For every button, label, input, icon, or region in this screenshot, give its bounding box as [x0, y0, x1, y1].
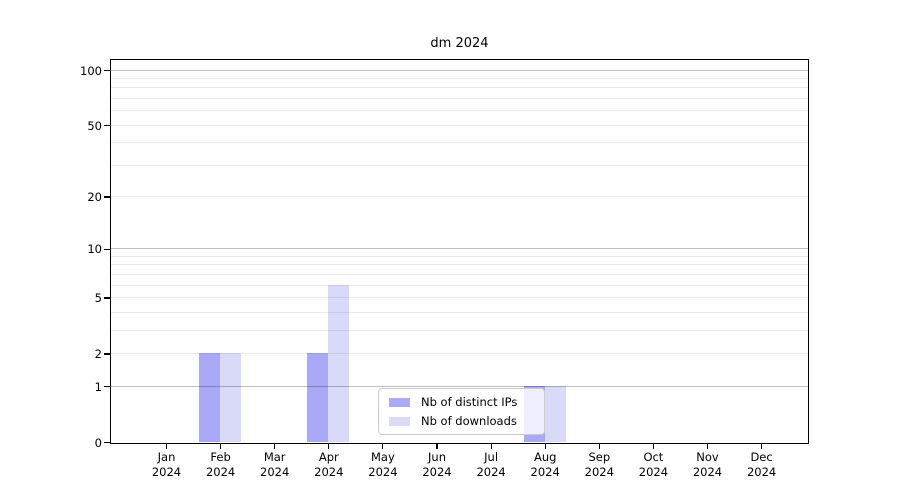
- gridline-minor-90: [111, 77, 808, 79]
- x-tick-label-mar: Mar 2024: [243, 450, 307, 479]
- legend-label-distinct-ips: Nb of distinct IPs: [421, 395, 518, 409]
- legend-item-distinct-ips: Nb of distinct IPs: [389, 395, 535, 409]
- x-tick-label-nov: Nov 2024: [676, 450, 740, 479]
- x-tick-label-feb: Feb 2024: [189, 450, 253, 479]
- x-tick-mark-apr: [328, 444, 330, 449]
- bar-feb-distinct-ips: [199, 353, 221, 442]
- x-tick-month: Oct: [643, 450, 664, 464]
- y-tick-label-1: 1: [94, 379, 102, 394]
- x-tick-year: 2024: [205, 464, 236, 479]
- gridline-minor-4: [111, 311, 808, 313]
- x-tick-year: 2024: [422, 464, 452, 479]
- bar-aug-downloads: [544, 386, 566, 442]
- y-tick-mark-2: [104, 353, 110, 355]
- x-tick-label-jan: Jan 2024: [135, 450, 199, 479]
- x-tick-year: 2024: [260, 464, 290, 479]
- bar-feb-downloads: [220, 353, 242, 442]
- x-tick-label-sep: Sep 2024: [567, 450, 631, 479]
- gridline-minor-7: [111, 273, 808, 275]
- x-tick-month: Jan: [157, 450, 176, 464]
- x-tick-label-dec: Dec 2024: [730, 450, 794, 479]
- y-tick-label-2: 2: [94, 346, 102, 361]
- chart-title: dm 2024: [430, 36, 489, 51]
- x-tick-mark-sep: [598, 444, 600, 449]
- y-tick-mark-20: [104, 196, 110, 198]
- x-tick-year: 2024: [476, 464, 506, 479]
- gridline-minor-60: [111, 110, 808, 112]
- y-tick-mark-1: [104, 386, 110, 388]
- legend: Nb of distinct IPs Nb of downloads: [378, 388, 545, 435]
- gridline-minor-20: [111, 196, 808, 198]
- gridline-major-10: [111, 248, 808, 250]
- x-tick-month: Dec: [750, 450, 773, 464]
- x-tick-mark-may: [382, 444, 384, 449]
- x-tick-year: 2024: [584, 464, 614, 479]
- gridline-major-100: [111, 69, 808, 71]
- x-tick-mark-feb: [220, 444, 222, 449]
- gridline-minor-8: [111, 264, 808, 266]
- legend-swatch-downloads: [389, 416, 410, 426]
- x-tick-month: Mar: [263, 450, 286, 464]
- x-tick-year: 2024: [692, 464, 723, 479]
- gridline-minor-80: [111, 87, 808, 89]
- y-tick-label-10: 10: [87, 242, 102, 257]
- gridline-minor-30: [111, 164, 808, 166]
- x-tick-month: Feb: [210, 450, 231, 464]
- y-tick-label-100: 100: [80, 63, 102, 78]
- legend-label-downloads: Nb of downloads: [421, 414, 517, 428]
- x-tick-label-aug: Aug 2024: [513, 450, 577, 479]
- y-tick-mark-5: [104, 297, 110, 299]
- gridline-minor-50: [111, 124, 808, 126]
- x-tick-mark-aug: [544, 444, 546, 449]
- x-tick-month: Jun: [428, 450, 446, 464]
- plot-area: [110, 59, 809, 444]
- gridline-minor-40: [111, 142, 808, 144]
- x-tick-year: 2024: [638, 464, 669, 479]
- y-tick-label-50: 50: [87, 118, 102, 133]
- x-tick-year: 2024: [368, 464, 398, 479]
- gridline-minor-70: [111, 97, 808, 99]
- bar-apr-downloads: [328, 285, 350, 442]
- x-tick-year: 2024: [314, 464, 344, 479]
- x-tick-label-oct: Oct 2024: [621, 450, 685, 479]
- legend-swatch-distinct-ips: [389, 397, 410, 407]
- gridline-minor-6: [111, 284, 808, 286]
- gridline-minor-5: [111, 297, 808, 299]
- x-tick-mark-dec: [761, 444, 763, 449]
- bar-apr-distinct-ips: [307, 353, 329, 442]
- gridline-major-1: [111, 385, 808, 387]
- x-tick-month: Aug: [533, 450, 557, 464]
- x-tick-year: 2024: [530, 464, 560, 479]
- x-tick-mark-nov: [706, 444, 709, 449]
- x-tick-mark-jan: [165, 444, 168, 449]
- y-tick-label-20: 20: [87, 190, 102, 205]
- x-tick-month: Nov: [696, 450, 719, 464]
- x-tick-year: 2024: [151, 464, 182, 479]
- x-tick-label-may: May 2024: [351, 450, 415, 479]
- y-tick-mark-100: [104, 69, 110, 72]
- x-tick-year: 2024: [746, 464, 777, 479]
- x-tick-label-jun: Jun 2024: [405, 450, 469, 479]
- y-tick-mark-10: [104, 248, 110, 250]
- y-tick-label-0: 0: [94, 435, 102, 450]
- x-tick-mark-mar: [274, 444, 276, 449]
- x-tick-month: May: [371, 450, 395, 464]
- x-tick-month: Apr: [318, 450, 339, 464]
- y-tick-mark-50: [104, 124, 110, 127]
- x-tick-label-jul: Jul 2024: [459, 450, 523, 479]
- x-tick-mark-jul: [490, 444, 492, 449]
- gridline-minor-3: [111, 329, 808, 331]
- x-tick-month: Jul: [484, 450, 499, 464]
- gridline-minor-9: [111, 255, 808, 257]
- y-tick-label-5: 5: [94, 291, 102, 306]
- x-tick-label-apr: Apr 2024: [297, 450, 361, 479]
- x-tick-mark-jun: [436, 444, 438, 449]
- legend-item-downloads: Nb of downloads: [389, 414, 535, 428]
- x-tick-mark-oct: [652, 444, 654, 449]
- gridline-minor-2: [111, 352, 808, 354]
- y-tick-mark-0: [104, 441, 110, 444]
- x-tick-month: Sep: [588, 450, 611, 464]
